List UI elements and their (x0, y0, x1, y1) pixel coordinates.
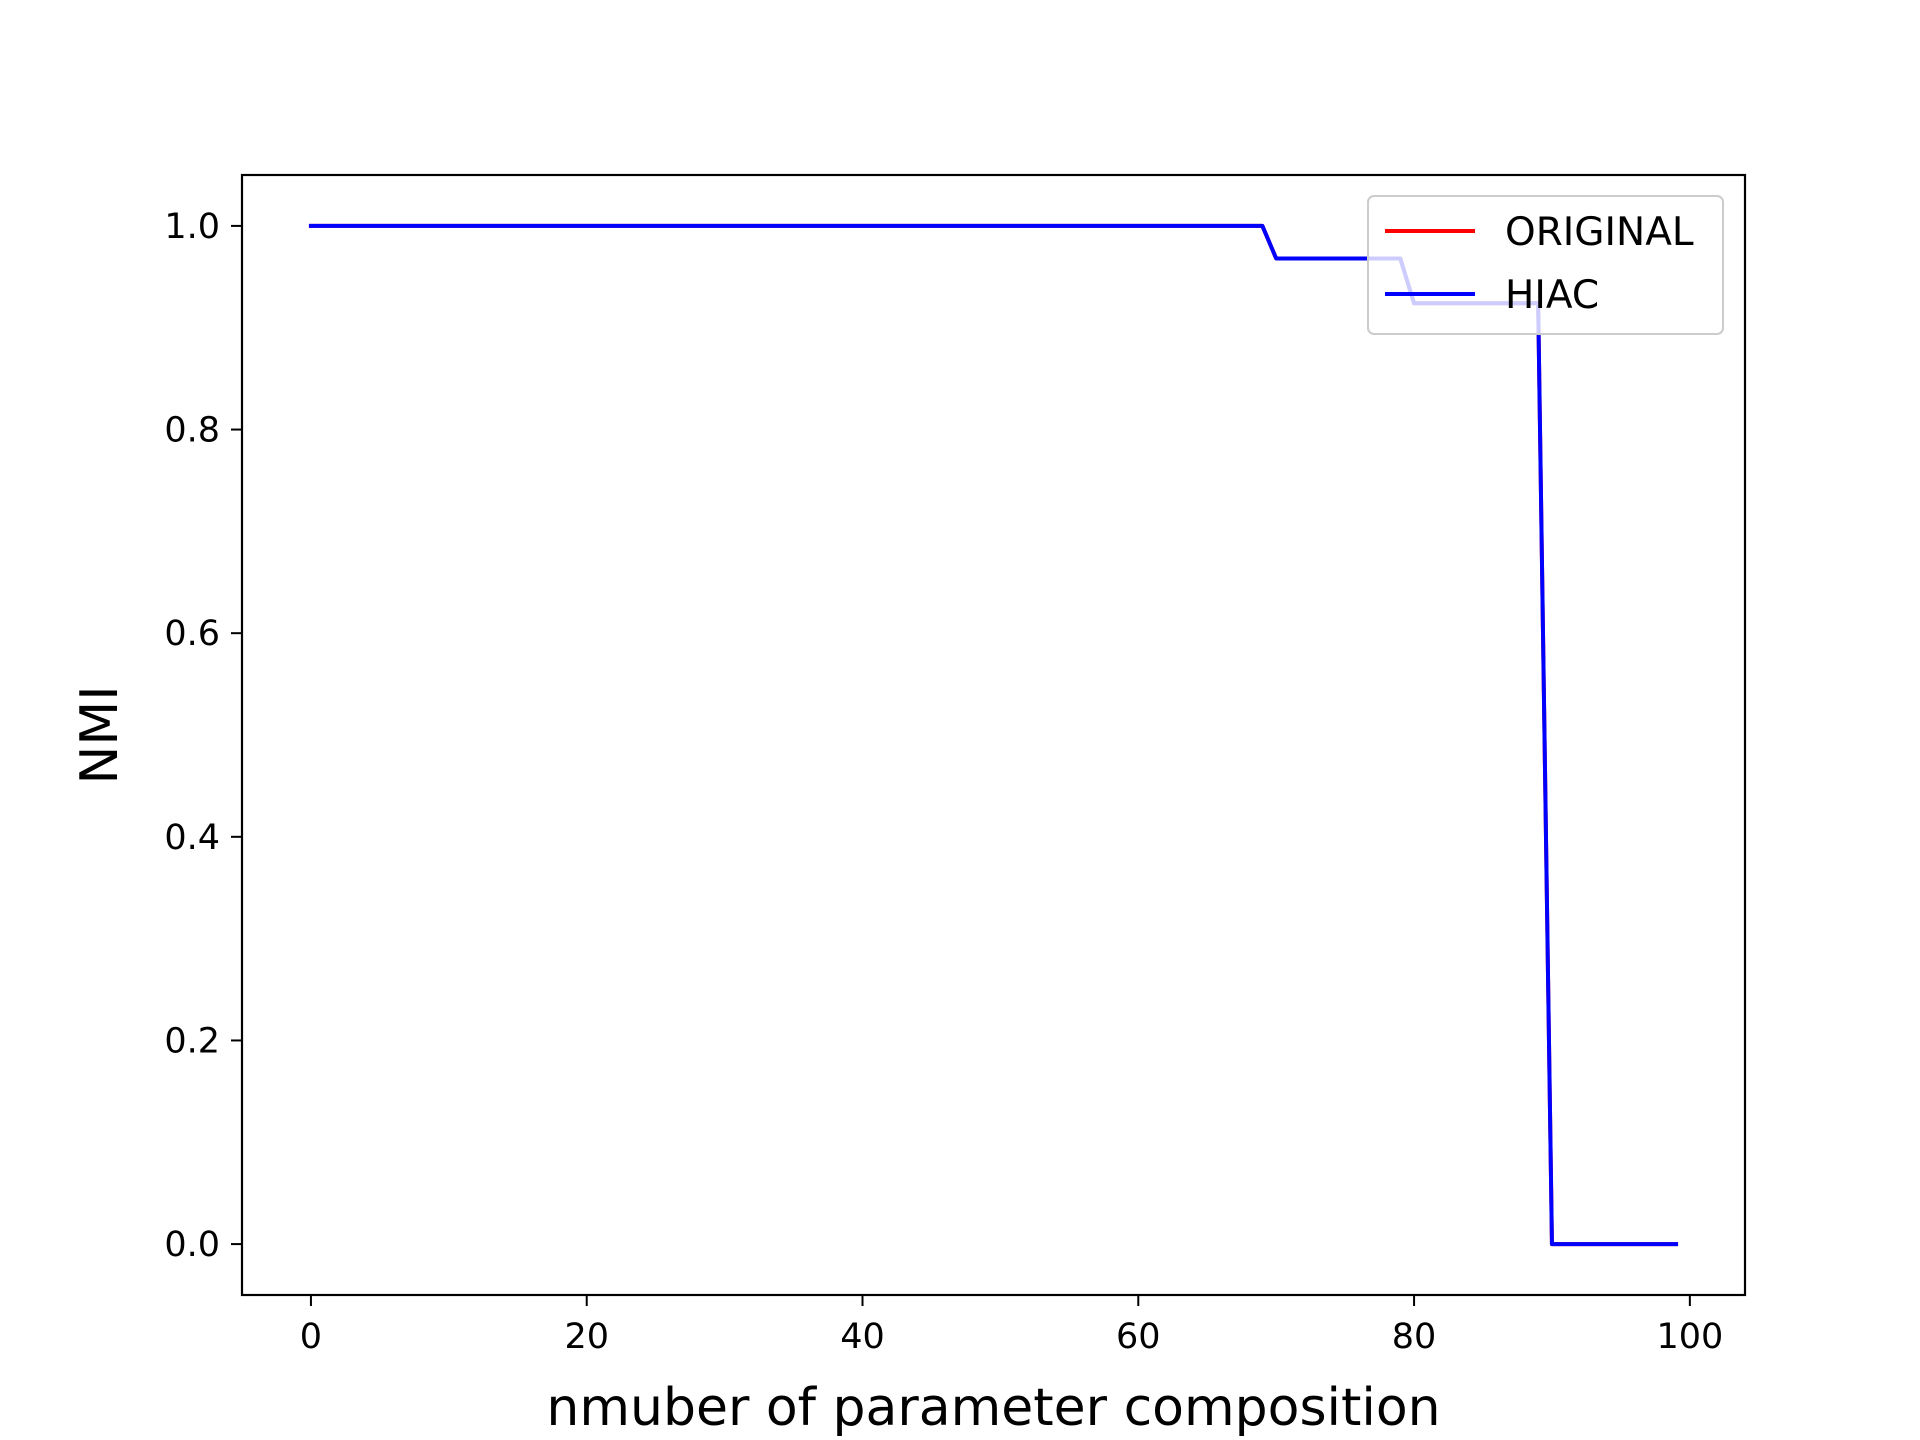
x-tick-label: 100 (1656, 1317, 1723, 1357)
y-tick-label: 0.0 (164, 1225, 220, 1265)
plot-frame (240, 173, 1747, 1297)
y-tick-label: 1.0 (164, 207, 220, 247)
y-tick-label: 0.2 (164, 1021, 220, 1061)
y-tick-label: 0.8 (164, 411, 220, 451)
y-axis-label: NMI (70, 685, 130, 784)
x-tick-label: 20 (564, 1317, 609, 1357)
legend: ORIGINAL HIAC (1367, 195, 1724, 335)
legend-label-hiac: HIAC (1505, 273, 1599, 318)
x-tick-label: 60 (1116, 1317, 1161, 1357)
y-tick-label: 0.6 (164, 614, 220, 654)
x-tick-label: 80 (1392, 1317, 1437, 1357)
x-axis-label: nmuber of parameter composition (546, 1378, 1440, 1438)
y-tick-label: 0.4 (164, 818, 220, 858)
x-tick-label: 0 (300, 1317, 322, 1357)
x-tick-label: 40 (840, 1317, 885, 1357)
legend-label-original: ORIGINAL (1505, 210, 1694, 255)
ticks-layer: 0 20 40 60 80 100 0.0 0.2 0.4 0.6 0.8 1.0 (164, 207, 1723, 1357)
